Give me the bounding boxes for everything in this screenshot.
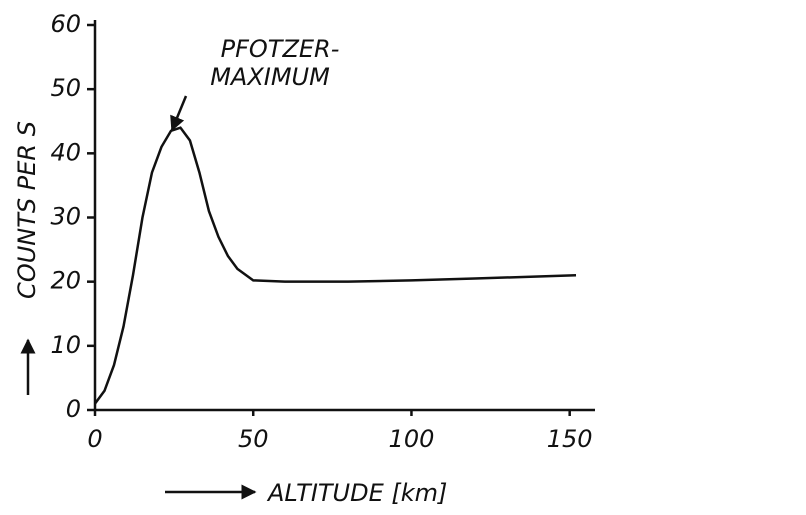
y-tick-label: 60 — [50, 10, 81, 38]
y-tick-label: 40 — [50, 138, 81, 166]
y-tick-label: 10 — [50, 331, 81, 359]
line — [93, 126, 577, 405]
annotation-arrow — [170, 95, 188, 132]
x-axis-label: ALTITUDE [km] — [266, 479, 447, 507]
annotation: PFOTZER-MAXIMUM — [210, 35, 339, 91]
x-tick-label: 50 — [238, 425, 269, 453]
y-tick-label: 20 — [50, 267, 81, 295]
x-tick-label: 0 — [87, 425, 102, 453]
y-tick-label: 30 — [50, 203, 81, 231]
y-axis-label: COUNTS PER S — [13, 121, 41, 299]
x-tick-label: 100 — [389, 425, 435, 453]
x-tick-label: 150 — [547, 425, 593, 453]
y-tick-label: 0 — [66, 395, 81, 423]
y-tick-label: 50 — [50, 74, 81, 102]
